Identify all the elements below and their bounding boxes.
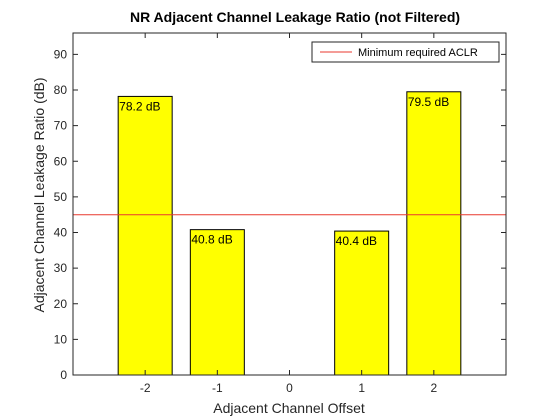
y-tick-label: 70 (54, 119, 68, 133)
x-tick-label: -1 (212, 381, 223, 395)
data-labels-layer: 78.2 dB 40.8 dB 40.4 dB 79.5 dB (119, 95, 449, 248)
bar--2 (117, 95, 173, 376)
data-label-1: 40.4 dB (336, 234, 377, 248)
y-axis-title: Adjacent Channel Leakage Ratio (dB) (31, 77, 47, 312)
y-tick-label: 30 (54, 261, 68, 275)
legend: Minimum required ACLR (311, 41, 500, 63)
y-tick-label: 20 (54, 297, 68, 311)
chart-title: NR Adjacent Channel Leakage Ratio (not F… (130, 9, 460, 25)
bar--1 (189, 229, 245, 376)
y-tick-label: 60 (54, 154, 68, 168)
y-tick-label: 0 (60, 368, 67, 382)
y-tick-label: 80 (54, 83, 68, 97)
x-tick-label: 2 (430, 381, 437, 395)
data-label--1: 40.8 dB (191, 233, 232, 247)
bars-layer (117, 91, 462, 376)
y-tick-label: 40 (54, 226, 68, 240)
axes-layer: 0 10 20 30 40 50 60 70 80 90 -2 -1 0 1 2 (54, 32, 507, 395)
y-tick-label: 50 (54, 190, 68, 204)
legend-label-minimum-required-aclr: Minimum required ACLR (358, 47, 478, 59)
x-axis-title: Adjacent Channel Offset (213, 400, 365, 416)
bar-2 (406, 91, 462, 376)
data-label--2: 78.2 dB (119, 99, 160, 113)
legend-box (311, 41, 500, 63)
data-label-2: 79.5 dB (408, 95, 449, 109)
bar-1 (334, 230, 390, 376)
y-tick-label: 10 (54, 332, 68, 346)
x-tick-label: 1 (358, 381, 365, 395)
x-tick-label: 0 (286, 381, 293, 395)
y-tick-label: 90 (54, 47, 68, 61)
x-tick-label: -2 (140, 381, 151, 395)
